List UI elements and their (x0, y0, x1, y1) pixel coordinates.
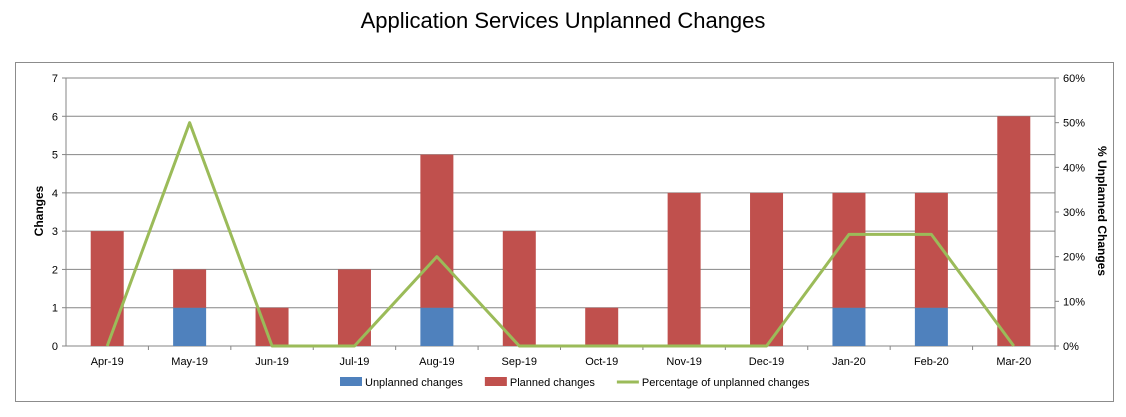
y2-tick-label: 10% (1063, 296, 1085, 308)
y-tick-label: 3 (52, 226, 58, 238)
bar-unplanned-changes (832, 307, 866, 346)
y-tick-label: 6 (52, 111, 58, 123)
legend-swatch (484, 377, 507, 386)
y2-tick-label: 0% (1063, 341, 1079, 353)
x-tick-label: Jul-19 (339, 356, 369, 368)
bar-planned-changes (667, 192, 701, 346)
bar-planned-changes (502, 231, 536, 346)
y-tick-label: 7 (52, 73, 58, 85)
legend-swatch (340, 377, 362, 386)
y-tick-label: 2 (52, 264, 58, 276)
x-tick-label: Oct-19 (585, 356, 618, 368)
y2-tick-label: 60% (1063, 73, 1085, 85)
legend-label: Percentage of unplanned changes (642, 377, 810, 389)
chart-title: Application Services Unplanned Changes (360, 8, 766, 33)
x-tick-label: Feb-20 (914, 356, 949, 368)
x-tick-label: Sep-19 (502, 356, 537, 368)
x-tick-label: Jan-20 (832, 356, 866, 368)
x-tick-label: Dec-19 (749, 356, 784, 368)
y2-tick-label: 40% (1063, 162, 1085, 174)
bar-planned-changes (750, 192, 784, 346)
bar-planned-changes (90, 231, 124, 346)
x-tick-label: Nov-19 (666, 356, 701, 368)
y2-axis-title: % Unplanned Changes (1095, 146, 1109, 276)
x-tick-label: Apr-19 (91, 356, 124, 368)
chart-frame (15, 62, 1114, 402)
bar-unplanned-changes (173, 307, 207, 346)
y-tick-label: 4 (52, 188, 58, 200)
x-tick-label: Jun-19 (255, 356, 289, 368)
y-axis-title: Changes (32, 185, 46, 236)
bar-planned-changes (585, 307, 619, 346)
bar-unplanned-changes (420, 307, 454, 346)
y-tick-label: 1 (52, 303, 58, 315)
bar-unplanned-changes (914, 307, 948, 346)
bar-planned-changes (420, 154, 454, 308)
legend-label: Planned changes (510, 377, 596, 389)
y2-tick-label: 50% (1063, 118, 1085, 130)
y-tick-label: 5 (52, 150, 58, 162)
y2-tick-label: 20% (1063, 252, 1085, 264)
legend-label: Unplanned changes (365, 377, 463, 389)
y-tick-label: 0 (52, 341, 58, 353)
x-tick-label: May-19 (171, 356, 208, 368)
line-series-percentage (105, 121, 1015, 348)
x-tick-label: Aug-19 (419, 356, 454, 368)
bar-planned-changes (173, 269, 207, 308)
bar-planned-changes (997, 116, 1031, 347)
y2-tick-label: 30% (1063, 207, 1085, 219)
x-tick-label: Mar-20 (996, 356, 1031, 368)
